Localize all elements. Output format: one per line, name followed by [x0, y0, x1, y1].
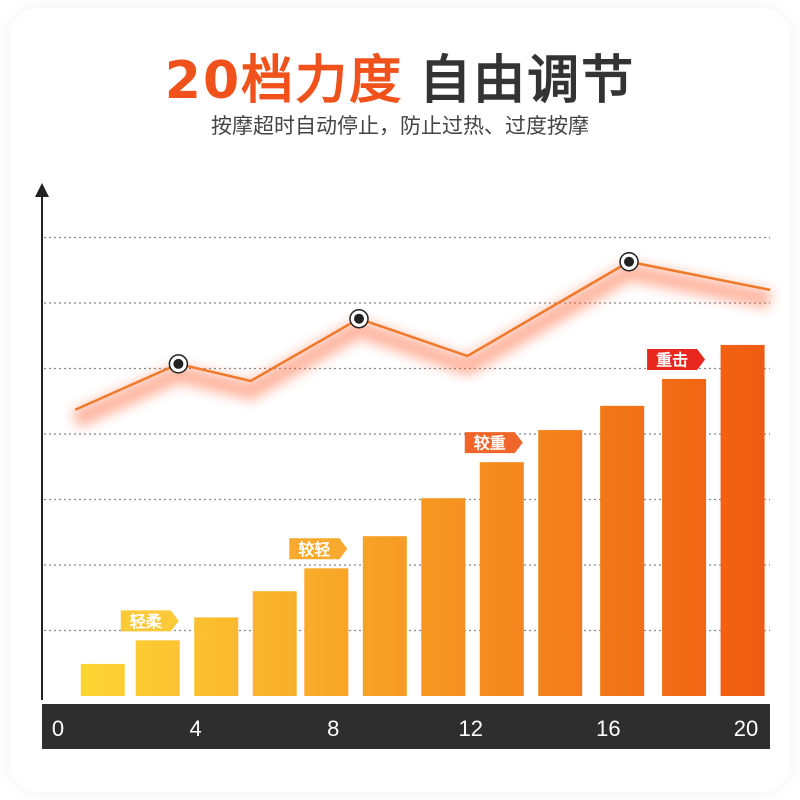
y-axis-arrow-icon	[35, 183, 49, 197]
level-tag-label: 轻柔	[130, 612, 163, 631]
bar	[421, 498, 466, 696]
x-tick-label: 4	[189, 716, 201, 741]
level-tag-label: 较轻	[298, 540, 330, 559]
bar	[80, 663, 125, 696]
x-tick-label: 16	[596, 716, 620, 741]
bar	[135, 640, 180, 696]
title-highlight: 20档力度	[164, 51, 404, 111]
level-tag	[647, 348, 706, 370]
bar	[538, 430, 583, 696]
x-tick-label: 0	[52, 716, 64, 741]
bar	[662, 378, 707, 696]
line-glow	[71, 262, 772, 428]
bar	[194, 617, 239, 696]
bar	[252, 591, 297, 696]
x-tick-label: 8	[327, 716, 339, 741]
level-tag	[289, 538, 348, 560]
line-marker-dot	[354, 313, 364, 324]
bar	[479, 462, 524, 696]
bar	[600, 405, 645, 696]
level-tag-label: 较重	[474, 434, 506, 453]
line-marker-dot	[173, 358, 184, 369]
page-title: 20档力度 自由调节	[0, 38, 800, 113]
bar	[304, 568, 349, 696]
x-axis-bar	[42, 704, 770, 749]
x-tick-label: 20	[734, 716, 758, 741]
line-marker-dot	[624, 256, 635, 267]
level-tag-label: 重击	[656, 350, 688, 369]
subtitle: 按摩超时自动停止，防止过热、过度按摩	[211, 114, 589, 138]
level-tag	[464, 432, 523, 454]
level-tag	[120, 610, 179, 632]
bar	[720, 344, 765, 696]
title-rest: 自由调节	[419, 51, 636, 111]
x-tick-label: 12	[459, 716, 483, 741]
bar	[362, 536, 407, 696]
